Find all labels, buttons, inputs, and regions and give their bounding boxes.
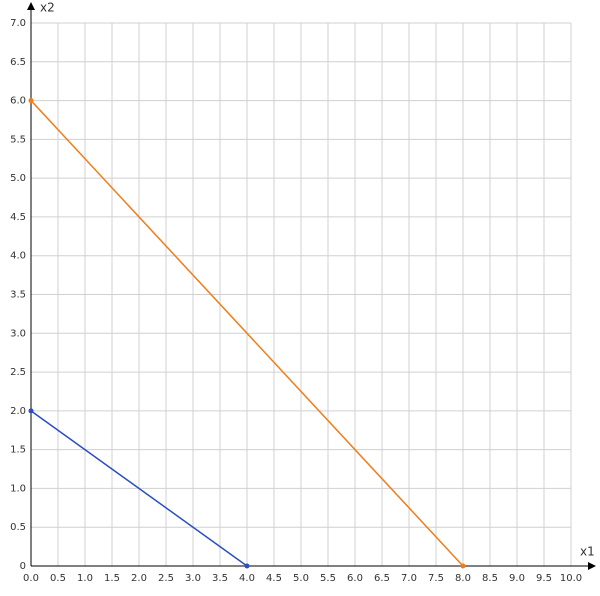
- x-tick-label: 1.5: [104, 573, 120, 584]
- y-tick-label: 5.5: [10, 134, 26, 145]
- x-tick-label: 1.0: [77, 573, 93, 584]
- point-marker: [28, 98, 34, 104]
- y-tick-label: 2.0: [10, 406, 26, 417]
- x-tick-label: 6.0: [347, 573, 363, 584]
- x-axis-label: x1: [580, 545, 595, 559]
- x-tick-label: 3.5: [212, 573, 228, 584]
- y-tick-label: 4.0: [10, 251, 26, 262]
- x-tick-label: 9.5: [536, 573, 552, 584]
- y-tick-label: 2.5: [10, 367, 26, 378]
- x-tick-label: 6.5: [374, 573, 390, 584]
- x-tick-label: 7.0: [401, 573, 417, 584]
- y-tick-label: 7.0: [10, 18, 26, 29]
- x-tick-label: 2.5: [158, 573, 174, 584]
- x-tick-label: 3.0: [185, 573, 201, 584]
- y-axis-label: x2: [40, 1, 55, 15]
- point-marker: [28, 408, 34, 414]
- point-marker: [460, 563, 466, 569]
- x-tick-label: 9.0: [509, 573, 525, 584]
- y-tick-label: 6.0: [10, 96, 26, 107]
- y-tick-label: 0: [20, 561, 26, 572]
- series-line: [30, 100, 464, 567]
- y-tick-label: 5.0: [10, 173, 26, 184]
- x-tick-label: 2.0: [131, 573, 147, 584]
- point-marker: [244, 563, 250, 569]
- y-tick-label: 0.5: [10, 522, 26, 533]
- y-tick-label: 1.5: [10, 445, 26, 456]
- y-tick-label: 3.5: [10, 290, 26, 301]
- y-axis-arrow: [27, 2, 35, 10]
- y-tick-label: 3.0: [10, 328, 26, 339]
- x-tick-label: 4.5: [266, 573, 282, 584]
- y-tick-label: 4.5: [10, 212, 26, 223]
- x-tick-label: 0.0: [23, 573, 39, 584]
- series-line: [30, 410, 248, 567]
- x-tick-label: 4.0: [239, 573, 255, 584]
- x-tick-label: 8.5: [482, 573, 498, 584]
- x-tick-label: 8.0: [455, 573, 471, 584]
- x-tick-label: 0.5: [50, 573, 66, 584]
- x-tick-label: 7.5: [428, 573, 444, 584]
- x-tick-label: 5.5: [320, 573, 336, 584]
- x-tick-label: 5.0: [293, 573, 309, 584]
- y-tick-label: 1.0: [10, 483, 26, 494]
- y-tick-label: 6.5: [10, 57, 26, 68]
- x-axis-arrow: [588, 562, 596, 570]
- x-tick-label: 10.0: [560, 573, 582, 584]
